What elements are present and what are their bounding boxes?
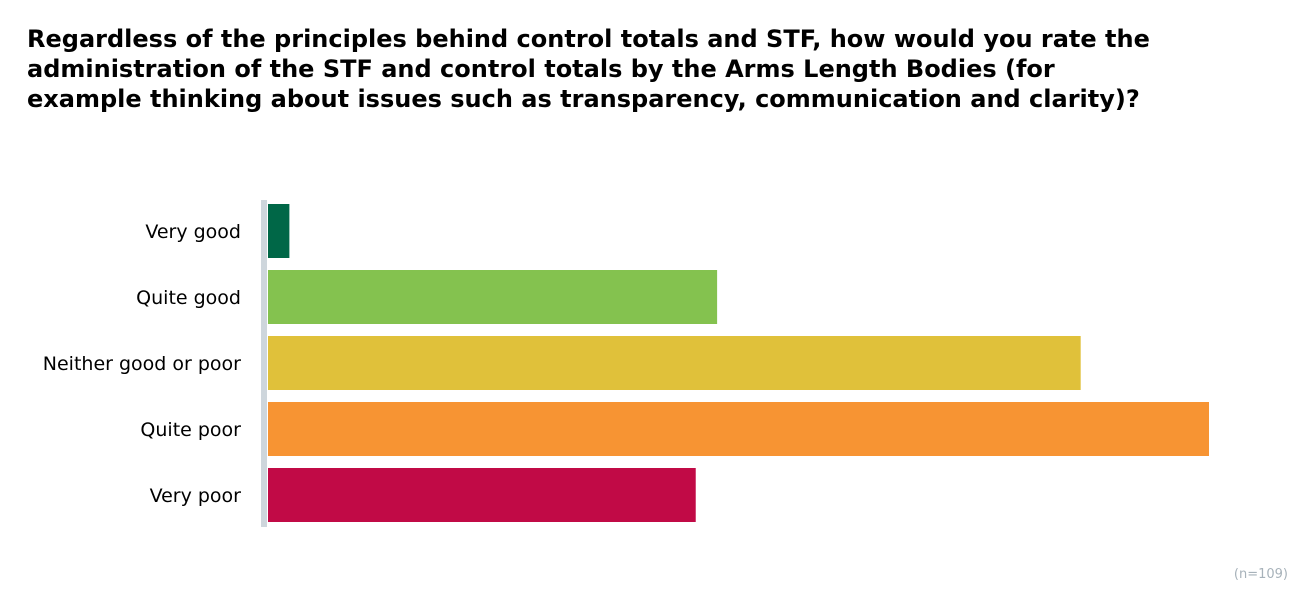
- category-label-very-good: Very good: [145, 221, 241, 243]
- bar-quite-poor: [268, 402, 1209, 456]
- bar-very-poor: [268, 468, 696, 522]
- bars-layer: [268, 204, 1209, 522]
- category-label-quite-poor: Quite poor: [140, 419, 241, 441]
- category-label-very-poor: Very poor: [150, 485, 242, 507]
- bar-very-good: [268, 204, 290, 258]
- category-label-quite-good: Quite good: [136, 287, 241, 309]
- chart-title: Regardless of the principles behind cont…: [27, 25, 1150, 113]
- bar-neither-good-or-poor: [268, 336, 1081, 390]
- category-label-neither-good-or-poor: Neither good or poor: [43, 353, 241, 375]
- category-labels-layer: Very good Quite good Neither good or poor Q…: [43, 221, 241, 507]
- sample-size-note: (n=109): [1233, 567, 1288, 582]
- bar-quite-good: [268, 270, 718, 324]
